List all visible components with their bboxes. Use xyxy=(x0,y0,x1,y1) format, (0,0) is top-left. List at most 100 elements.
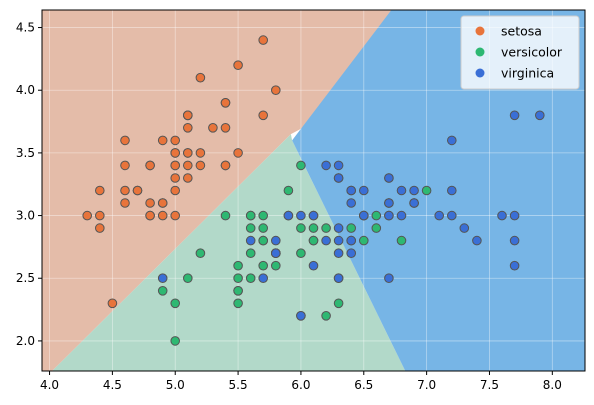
point-versicolor xyxy=(296,248,306,258)
point-virginica xyxy=(296,210,306,221)
point-setosa xyxy=(233,60,243,70)
point-virginica xyxy=(333,235,344,246)
x-tick-label: 7.0 xyxy=(417,378,436,392)
point-setosa xyxy=(208,123,218,133)
point-setosa xyxy=(170,148,180,158)
point-setosa xyxy=(95,223,105,233)
point-setosa xyxy=(132,185,143,196)
point-virginica xyxy=(396,185,407,196)
point-virginica xyxy=(509,260,520,271)
point-versicolor xyxy=(308,223,319,233)
point-versicolor xyxy=(233,286,243,296)
point-virginica xyxy=(535,110,545,121)
y-tick-label: 4.0 xyxy=(16,83,35,97)
point-setosa xyxy=(120,160,130,171)
region-setosa xyxy=(42,10,526,371)
point-versicolor xyxy=(220,210,231,221)
x-tick-label: 8.0 xyxy=(543,378,562,392)
legend: setosa versicolor virginica xyxy=(460,15,580,90)
point-versicolor xyxy=(283,185,294,196)
point-virginica xyxy=(497,210,507,221)
point-virginica xyxy=(245,235,256,246)
point-virginica xyxy=(509,235,520,246)
point-virginica xyxy=(447,210,457,221)
point-versicolor xyxy=(271,260,281,271)
point-setosa xyxy=(258,110,269,121)
point-setosa xyxy=(170,185,180,196)
point-versicolor xyxy=(195,248,206,258)
point-versicolor xyxy=(233,298,243,309)
point-setosa xyxy=(95,210,105,221)
point-setosa xyxy=(183,160,193,171)
point-virginica xyxy=(346,235,357,246)
x-tick-label: 7.5 xyxy=(480,378,499,392)
point-setosa xyxy=(95,185,105,196)
y-tick-label: 3.5 xyxy=(16,146,35,160)
point-versicolor xyxy=(308,235,319,246)
point-setosa xyxy=(183,123,193,133)
point-versicolor xyxy=(321,223,331,233)
point-virginica xyxy=(384,273,394,284)
point-versicolor xyxy=(170,336,180,346)
point-virginica xyxy=(346,185,357,196)
point-versicolor xyxy=(233,273,243,284)
point-setosa xyxy=(195,160,206,171)
point-virginica xyxy=(359,210,369,221)
point-virginica xyxy=(333,160,344,171)
point-versicolor xyxy=(245,273,256,284)
point-virginica xyxy=(447,135,457,146)
x-tick-label: 6.5 xyxy=(354,378,373,392)
point-versicolor xyxy=(183,273,193,284)
region-versicolor xyxy=(52,134,406,371)
legend-label-virginica: virginica xyxy=(501,66,554,81)
legend-label-setosa: setosa xyxy=(501,24,542,39)
x-tick-label: 4.5 xyxy=(103,378,122,392)
point-versicolor xyxy=(258,235,269,246)
point-virginica xyxy=(472,235,482,246)
point-virginica xyxy=(271,235,281,246)
point-versicolor xyxy=(359,235,369,246)
y-tick-label: 2.5 xyxy=(16,271,35,285)
point-versicolor xyxy=(346,223,357,233)
point-virginica xyxy=(258,273,269,284)
point-setosa xyxy=(195,72,206,83)
point-virginica xyxy=(346,198,357,208)
point-versicolor xyxy=(245,223,256,233)
point-virginica xyxy=(384,198,394,208)
point-virginica xyxy=(346,248,357,258)
point-setosa xyxy=(170,135,180,146)
point-versicolor xyxy=(258,260,269,271)
point-virginica xyxy=(509,110,520,121)
point-virginica xyxy=(459,223,470,233)
point-versicolor xyxy=(421,185,432,196)
point-setosa xyxy=(170,173,180,183)
point-virginica xyxy=(157,273,168,284)
point-virginica xyxy=(271,248,281,258)
point-virginica xyxy=(396,210,407,221)
decision-regions xyxy=(42,10,585,371)
legend-marker-setosa xyxy=(475,26,485,36)
point-virginica xyxy=(321,235,331,246)
point-versicolor xyxy=(321,311,331,321)
point-versicolor xyxy=(233,260,243,271)
legend-label-versicolor: versicolor xyxy=(501,45,563,60)
point-virginica xyxy=(333,173,344,183)
y-tick-label: 3.0 xyxy=(16,209,35,223)
point-versicolor xyxy=(258,210,269,221)
point-virginica xyxy=(321,160,331,171)
point-versicolor xyxy=(371,223,382,233)
point-versicolor xyxy=(296,160,306,171)
legend-marker-versicolor xyxy=(475,47,485,57)
point-setosa xyxy=(120,135,130,146)
point-versicolor xyxy=(371,210,382,221)
point-versicolor xyxy=(296,223,306,233)
point-virginica xyxy=(384,210,394,221)
point-virginica xyxy=(333,273,344,284)
point-setosa xyxy=(107,298,118,309)
point-virginica xyxy=(509,210,520,221)
x-tick-label: 6.0 xyxy=(291,378,310,392)
point-setosa xyxy=(170,210,180,221)
point-setosa xyxy=(157,198,168,208)
series-virginica xyxy=(157,110,545,321)
